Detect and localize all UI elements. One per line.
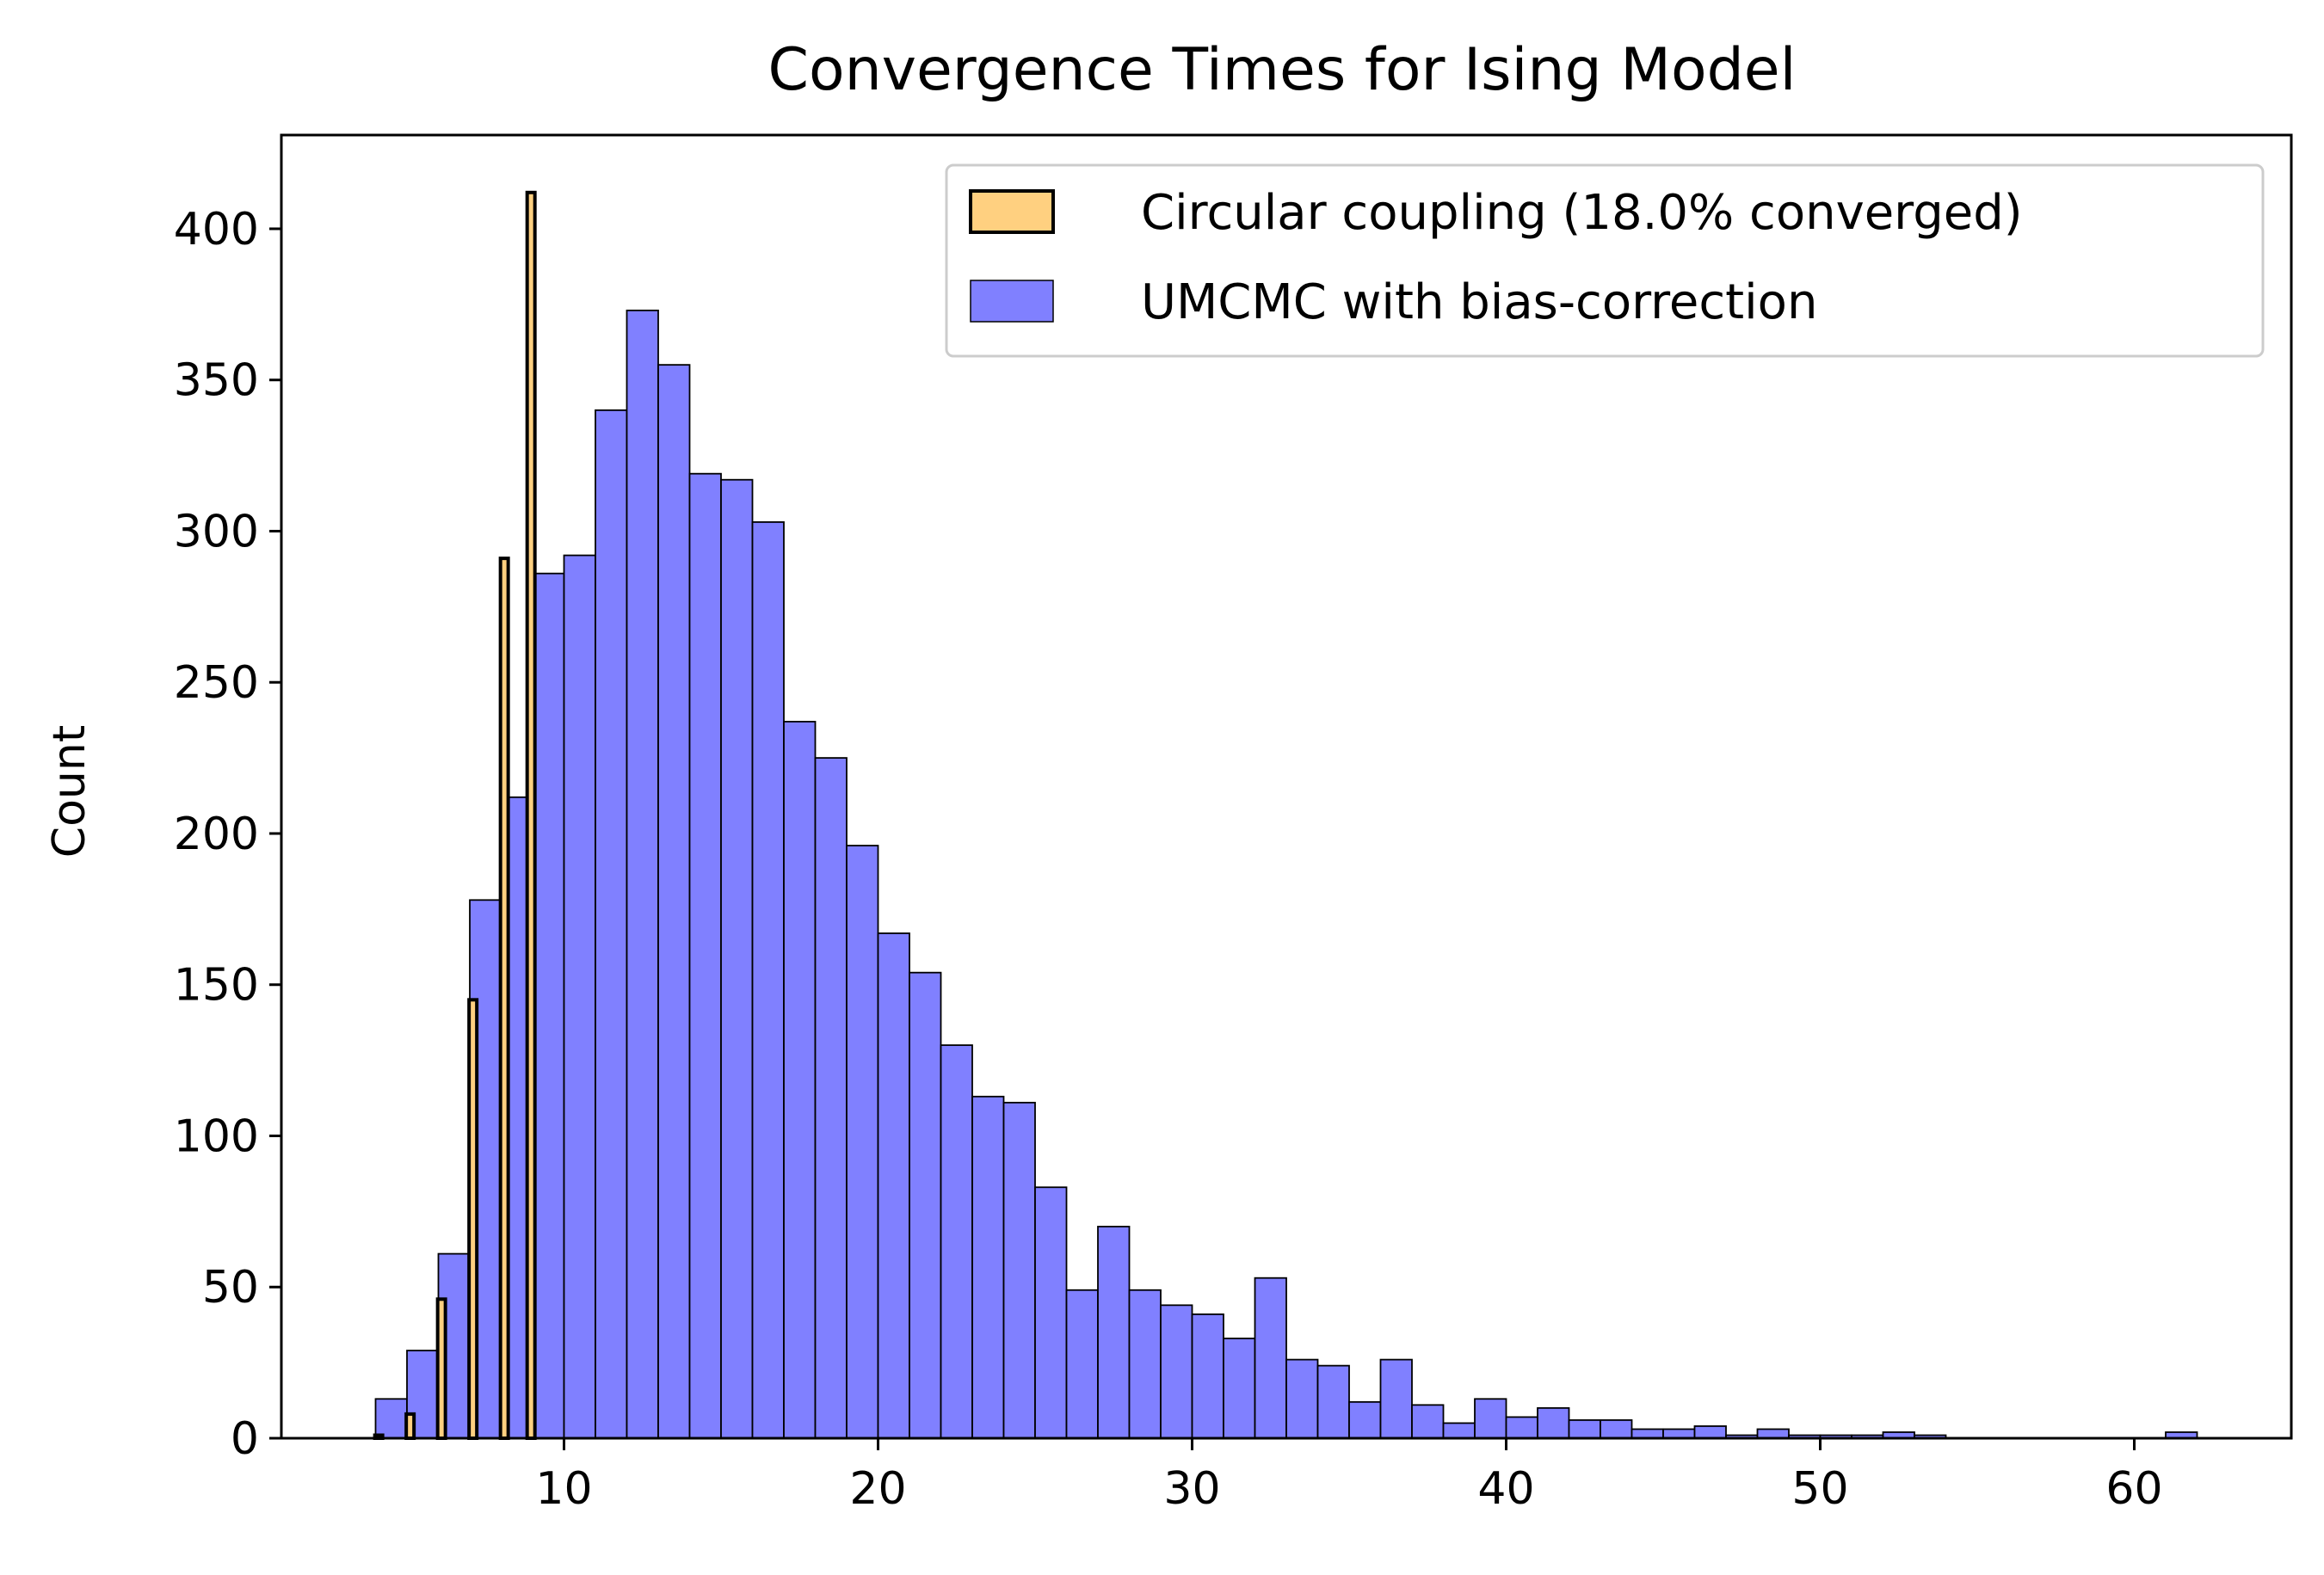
y-tick-label: 0 (231, 1413, 259, 1465)
umcmc-bar (751, 521, 785, 1439)
umcmc-bar (374, 1398, 408, 1439)
umcmc-bar (1600, 1419, 1633, 1439)
umcmc-bar (1034, 1186, 1068, 1439)
umcmc-bar (1097, 1226, 1131, 1439)
umcmc-bar (846, 845, 879, 1439)
umcmc-bar (1756, 1428, 1790, 1439)
umcmc-bar (1662, 1428, 1696, 1439)
y-tick-label: 350 (174, 355, 259, 407)
y-axis-label: Count (44, 725, 96, 858)
umcmc-bar (1223, 1338, 1256, 1439)
x-axis: 10 20 30 40 50 60 (535, 1438, 2163, 1515)
x-tick-label: 40 (1477, 1463, 1534, 1515)
legend-label-umcmc: UMCMC with bias-correction (1141, 274, 1817, 330)
circular-bar (498, 557, 510, 1440)
umcmc-bar (688, 472, 722, 1439)
x-tick-label: 30 (1163, 1463, 1220, 1515)
umcmc-bar (1316, 1364, 1350, 1439)
circular-bar (404, 1412, 416, 1441)
y-tick-label: 400 (174, 204, 259, 255)
umcmc-bar (909, 971, 942, 1439)
x-tick-label: 20 (849, 1463, 906, 1515)
umcmc-bar (1002, 1101, 1036, 1439)
legend-swatch-umcmc (970, 280, 1054, 323)
umcmc-bar (940, 1044, 973, 1439)
plot-area (373, 190, 2198, 1441)
y-tick-label: 100 (174, 1110, 259, 1162)
circular-bar (467, 998, 479, 1440)
umcmc-bar (626, 309, 659, 1439)
plot-frame (280, 133, 2293, 1440)
umcmc-bar (1474, 1398, 1507, 1439)
y-tick-label: 300 (174, 506, 259, 557)
umcmc-bar (1191, 1313, 1224, 1439)
y-tick-label: 250 (174, 657, 259, 709)
y-axis: 0 50 100 150 200 250 300 350 400 (174, 204, 281, 1465)
y-tick-label: 150 (174, 960, 259, 1012)
umcmc-bar (657, 364, 691, 1439)
circular-bar (525, 190, 537, 1441)
umcmc-bar (1065, 1289, 1099, 1439)
umcmc-bar (971, 1095, 1005, 1439)
umcmc-bar (1285, 1358, 1319, 1439)
legend-swatch-circular (969, 189, 1055, 234)
x-tick-label: 10 (535, 1463, 592, 1515)
x-tick-label: 60 (2105, 1463, 2162, 1515)
umcmc-bar (783, 721, 817, 1439)
umcmc-bar (1254, 1277, 1287, 1439)
legend-label-circular: Circular coupling (18.0% converged) (1141, 185, 2023, 241)
umcmc-bar (1128, 1289, 1162, 1439)
umcmc-bar (1411, 1404, 1445, 1439)
umcmc-bar (720, 478, 754, 1439)
y-tick-label: 50 (202, 1262, 259, 1314)
umcmc-bar (1568, 1419, 1601, 1439)
umcmc-bar (532, 572, 565, 1439)
umcmc-bar (1537, 1406, 1570, 1439)
umcmc-bar (1442, 1422, 1476, 1439)
umcmc-bar (814, 757, 848, 1439)
chart-title: Convergence Times for Ising Model (768, 36, 1797, 104)
umcmc-bar (1379, 1358, 1413, 1439)
y-tick-label: 200 (174, 809, 259, 860)
legend: Circular coupling (18.0% converged) UMCM… (945, 163, 2265, 358)
x-tick-label: 50 (1791, 1463, 1848, 1515)
umcmc-bar (1630, 1428, 1664, 1439)
umcmc-bar (1348, 1400, 1382, 1439)
umcmc-bar (595, 409, 628, 1439)
umcmc-bar (1160, 1304, 1193, 1439)
umcmc-bar (877, 932, 910, 1439)
umcmc-bar (563, 554, 596, 1439)
umcmc-bar (1505, 1416, 1538, 1439)
circular-bar (435, 1297, 447, 1441)
legend-box (945, 163, 2265, 358)
umcmc-bar (1693, 1425, 1727, 1439)
